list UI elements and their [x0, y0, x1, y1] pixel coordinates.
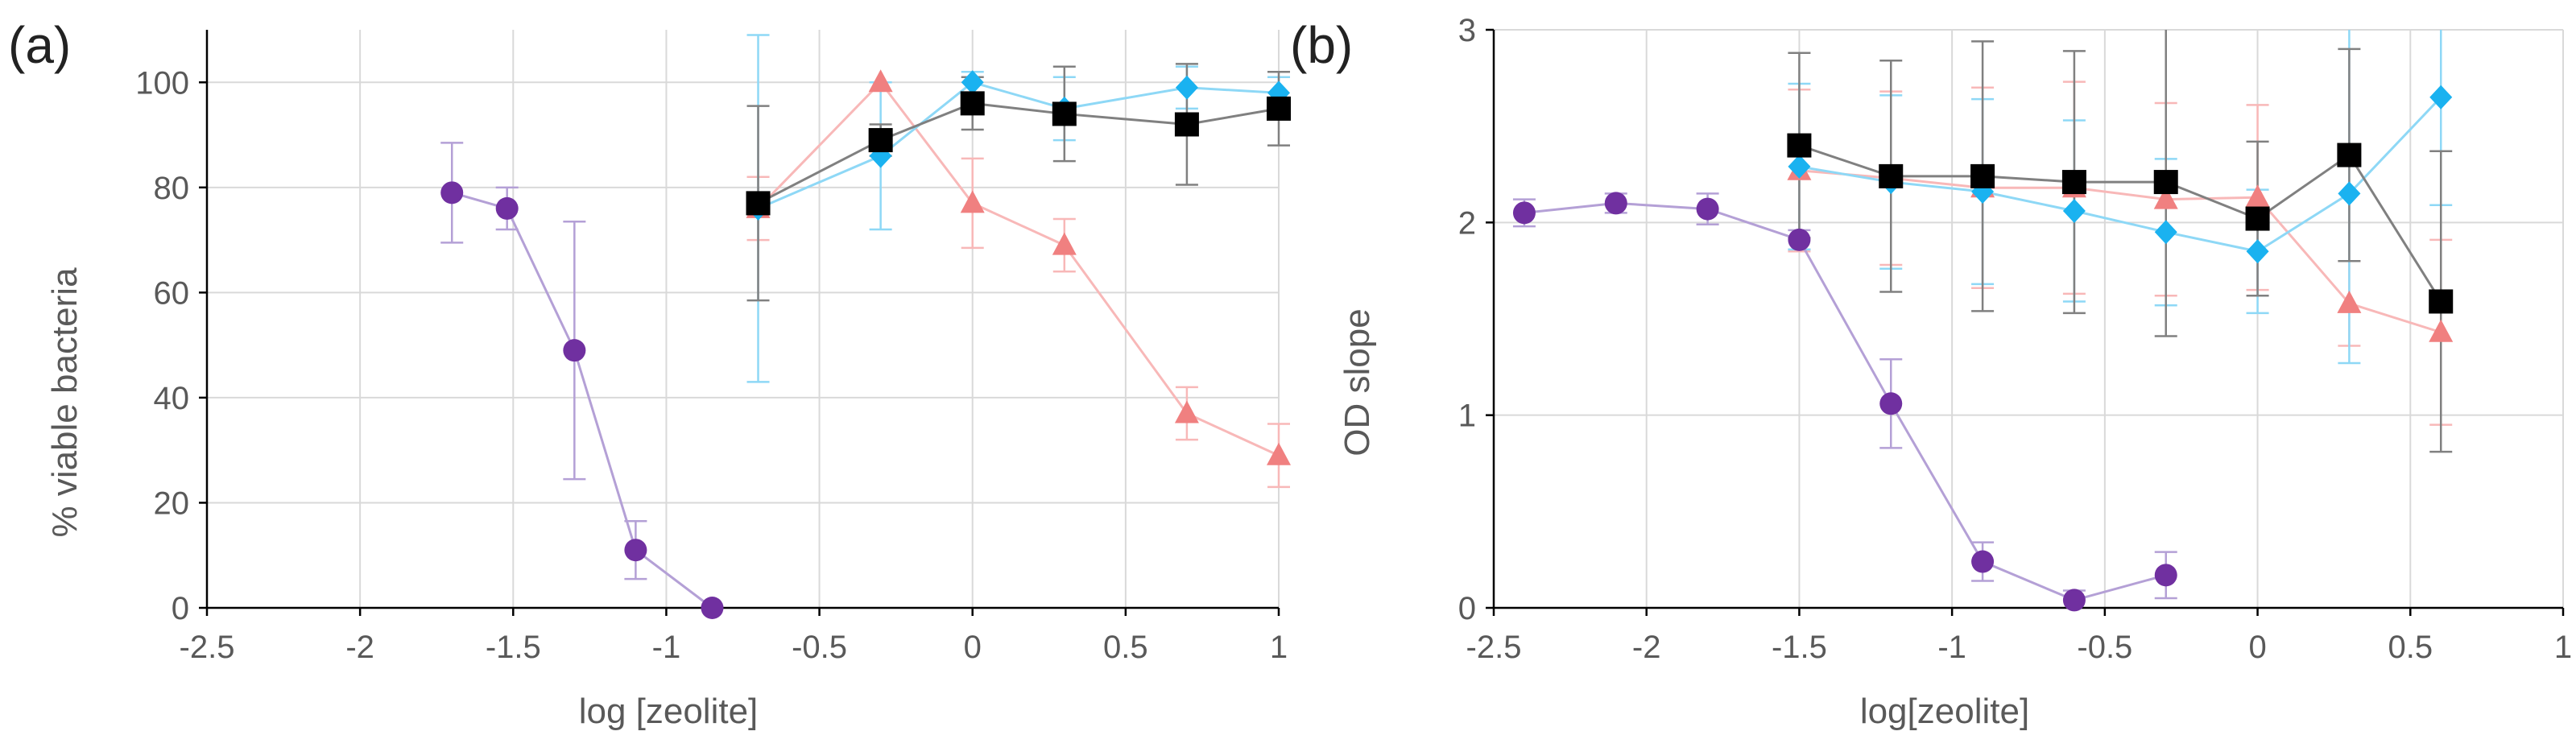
panel-a-x-tick-label: 1: [1270, 630, 1288, 665]
panel-a-y-tick-label: 60: [154, 275, 190, 311]
panel-b-black-data-point: [2429, 289, 2454, 314]
panel-b-purple-data-point: [1512, 201, 1536, 225]
panel-b-cyan-data-point: [2062, 198, 2086, 223]
panel-a-black-data-point: [1267, 96, 1291, 121]
panel-a-black-error-bars: [746, 63, 1290, 302]
panel-b-x-tick-label: -1.5: [1772, 630, 1827, 665]
panel-b-x-tick-label: 0: [2248, 630, 2266, 665]
panel-b-black-series-line: [1798, 144, 2442, 303]
panel-a-black-data-point: [1174, 112, 1199, 137]
panel-a-black-data-point: [960, 91, 985, 116]
panel-a-x-tick-label: 0: [964, 630, 982, 665]
panel-a-black-data-point: [746, 191, 771, 216]
panel-a-pink-error-bars: [746, 157, 1290, 489]
panel-a-purple-data-point: [624, 539, 647, 562]
panel-b-black-data-point: [1879, 163, 1904, 188]
panel-a-purple-series-line: [451, 191, 713, 609]
panel-b-purple-data-point: [1696, 197, 1719, 221]
panel-b-pink-data-point: [2153, 186, 2178, 209]
panel-a-x-tick-label: -2: [345, 630, 374, 665]
panel-b-label: (b): [1290, 16, 1353, 74]
panel-a-label: (a): [8, 16, 71, 74]
panel-a-y-tick-label: 40: [154, 381, 190, 416]
panel-a-y-axis-title: % viable bacteria: [45, 267, 85, 538]
panel-b-x-tick-label: -2: [1632, 630, 1661, 665]
panel-b-black-data-point: [1970, 163, 1995, 188]
panel-b-black-data-point: [1787, 133, 1812, 158]
panel-b-cyan-data-point: [2429, 85, 2453, 109]
panel-b-purple-data-point: [1788, 228, 1811, 251]
panel-b-y-axis-title: OD slope: [1338, 308, 1377, 456]
panel-b-purple-data-point: [2154, 564, 2177, 587]
panel-b-purple-series-line: [1524, 201, 2167, 602]
panel-a-cyan-series-line: [757, 81, 1280, 210]
panel-a-pink-data-point: [1267, 442, 1291, 465]
panel-b-purple-data-point: [2062, 589, 2086, 612]
panel-a-pink-data-point: [1174, 400, 1199, 423]
panel-b-black-data-point: [2153, 170, 2178, 195]
panel-a-purple-error-bars: [440, 142, 647, 580]
panel-b-purple-data-point: [1879, 392, 1903, 415]
panel-b-x-tick-label: -0.5: [2077, 630, 2132, 665]
panel-a-pink-data-point: [868, 69, 893, 93]
panel-b-purple-data-point: [1604, 192, 1627, 215]
panel-b-pink-series-line: [1799, 169, 2442, 334]
panel-a-purple-data-point: [495, 196, 519, 220]
panel-b-purple-error-bars: [1512, 192, 2177, 608]
panel-a-y-tick-label: 100: [135, 65, 189, 101]
panel-a-x-tick-label: -2.5: [180, 630, 235, 665]
panel-b-y-tick-label: 2: [1458, 205, 1476, 241]
panel-a-black-data-point: [1052, 101, 1077, 126]
panel-b-black-data-point: [2337, 143, 2362, 167]
panel-b-y-tick-label: 0: [1458, 591, 1476, 626]
panel-a-black-series-line: [757, 101, 1280, 204]
panel-b-pink-data-point: [2429, 319, 2454, 342]
panel-a: (a) -2.5 -2 -1.5 -1 -0.5 0 0.5 1 0 20 40 60 80 100 % …: [8, 16, 1291, 731]
panel-a-pink-series-line: [757, 80, 1280, 457]
panel-b: (b) -2.5 -2 -1.5 -1 -0.5 0 0.5 1 0 1 2 3 OD slope l…: [1290, 13, 2572, 731]
panel-b-purple-data-point: [1971, 550, 1995, 573]
panel-a-cyan-data-point: [1175, 75, 1198, 100]
panel-b-plot: -2.5 -2 -1.5 -1 -0.5 0 0.5 1 0 1 2 3: [1458, 13, 2572, 665]
panel-b-x-tick-label: -1: [1937, 630, 1966, 665]
panel-b-cyan-data-point: [1788, 154, 1811, 179]
panel-b-x-axis-title: log[zeolite]: [1860, 692, 2029, 731]
panel-b-x-tick-label: -2.5: [1466, 630, 1522, 665]
panel-b-pink-data-point: [2245, 184, 2270, 208]
panel-a-y-tick-label: 80: [154, 171, 190, 206]
panel-a-cyan-data-point: [961, 70, 984, 95]
panel-a-cyan-error-bars: [746, 34, 1290, 383]
panel-a-purple-data-point: [701, 597, 724, 619]
panel-a-x-axis-title: log [zeolite]: [579, 692, 759, 731]
panel-b-cyan-data-point: [2154, 220, 2177, 245]
panel-b-pink-data-point: [2337, 290, 2362, 313]
panel-b-x-tick-label: 1: [2554, 630, 2572, 665]
panel-b-cyan-data-point: [2246, 239, 2269, 264]
panel-b-y-tick-label: 3: [1458, 13, 1476, 48]
panel-a-x-tick-label: 0.5: [1103, 630, 1148, 665]
panel-a-pink-data-point: [960, 190, 985, 213]
panel-a-x-tick-label: -1: [652, 630, 681, 665]
panel-b-x-tick-label: 0.5: [2388, 630, 2433, 665]
panel-b-pink-error-bars: [1788, 81, 2453, 426]
panel-a-y-tick-label: 20: [154, 485, 190, 521]
panel-b-cyan-series-line: [1799, 96, 2442, 253]
panel-b-cyan-data-point: [2338, 181, 2361, 206]
panel-a-black-data-point: [868, 128, 893, 153]
panel-a-x-tick-label: -1.5: [486, 630, 541, 665]
panel-a-pink-data-point: [1052, 232, 1077, 255]
panel-b-black-data-point: [2245, 206, 2270, 231]
panel-b-black-data-point: [2061, 170, 2086, 195]
panel-a-purple-data-point: [563, 339, 586, 362]
panel-a-x-tick-label: -0.5: [792, 630, 847, 665]
panel-a-purple-data-point: [440, 181, 464, 204]
panel-a-y-tick-label: 0: [172, 591, 189, 626]
panel-b-y-tick-label: 1: [1458, 399, 1476, 434]
panel-b-black-error-bars: [1788, 30, 2453, 453]
panel-a-plot: -2.5 -2 -1.5 -1 -0.5 0 0.5 1 0 20 40 60 80 100: [135, 30, 1291, 665]
